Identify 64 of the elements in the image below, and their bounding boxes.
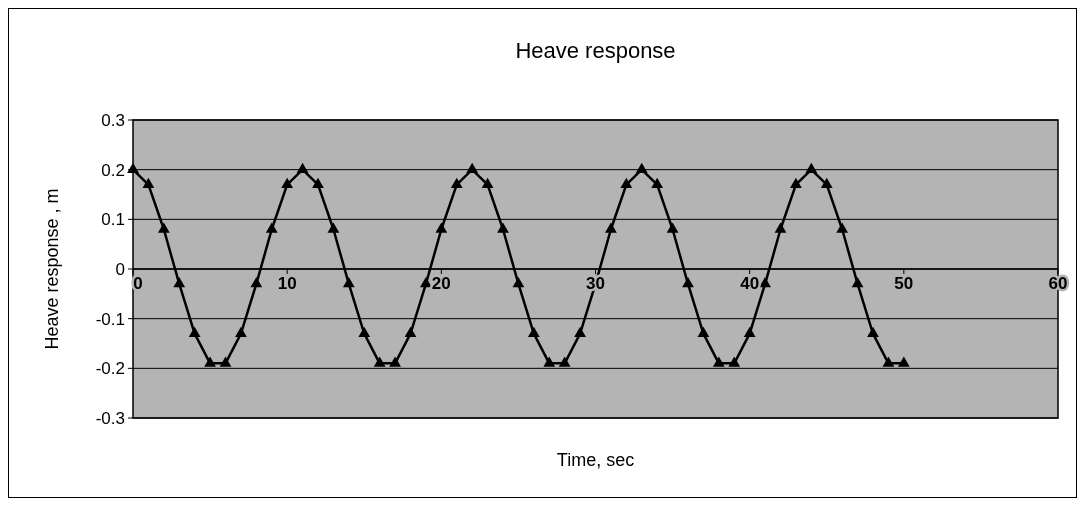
point [389,356,401,367]
y-tick-label: 0.2 [101,160,125,180]
point [574,326,586,337]
x-tick-label: 40 [740,274,760,293]
point [867,326,879,337]
point [327,222,340,233]
point [142,177,155,188]
point [712,356,725,367]
point [774,222,787,233]
y-tick-label: -0.1 [95,309,125,329]
x-tick-label: 50 [894,274,914,293]
point [188,326,201,337]
x-tick-label: 10 [277,274,297,293]
point [296,162,309,174]
point [851,277,864,288]
point [651,177,664,188]
y-axis-title: Heave response , m [42,188,62,350]
point [312,177,324,188]
point [219,356,232,367]
point [620,177,633,188]
point [250,277,263,288]
point [743,326,756,337]
point [543,356,556,367]
point [882,356,895,367]
y-tick-label: -0.3 [95,409,125,428]
point [435,222,448,233]
point [235,326,247,337]
point [790,177,802,188]
point [512,277,525,288]
point [527,326,540,337]
point [204,356,216,367]
point [697,326,710,337]
point [404,326,417,337]
point [558,356,571,367]
point [373,356,386,367]
point [358,326,371,337]
point [450,177,463,188]
x-tick-label: 0 [133,274,143,293]
point [836,222,849,233]
point [820,177,833,188]
point [897,356,910,367]
point [682,277,694,288]
point [497,222,509,233]
point [157,222,170,233]
point [759,277,771,288]
point [265,222,278,233]
point [127,162,139,174]
point [173,277,186,288]
y-tick-label: 0 [115,260,125,279]
chart-title: Heave response [515,38,676,63]
point [605,222,617,233]
y-tick-label: 0.3 [101,111,125,130]
point [666,222,679,233]
y-tick-label: 0.1 [101,210,125,230]
point [281,177,294,188]
point [481,177,494,188]
point [466,162,479,174]
point [728,356,741,367]
point [635,162,648,174]
point [805,162,818,174]
point [342,277,355,288]
y-tick-label: -0.2 [95,359,125,379]
x-axis-title: Time, sec [556,450,635,470]
x-tick-label: 20 [431,274,451,293]
